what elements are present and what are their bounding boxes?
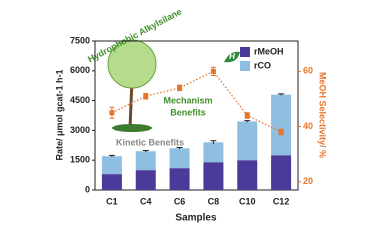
selectivity-point: [109, 110, 115, 116]
legend-swatch: [240, 47, 250, 57]
bar-segment: [135, 170, 156, 190]
bar-segment: [271, 94, 292, 156]
error-bar: [142, 149, 149, 153]
legend-swatch: [240, 61, 250, 71]
y-tick-label: 0: [85, 184, 90, 194]
bar-segment: [101, 156, 122, 175]
y-tick-label: 6000: [70, 65, 90, 75]
bar-segment: [101, 174, 122, 190]
mechanism-annotation: Mechanism: [163, 95, 212, 105]
y-tick-label: 4500: [70, 95, 90, 105]
bar-segment: [135, 151, 156, 171]
y2-axis-title: MeOH Selectivity/ %: [318, 72, 328, 158]
y-tick-label: 7500: [70, 35, 90, 45]
selectivity-point: [278, 129, 284, 135]
bar-segment: [237, 121, 258, 161]
bar-segment: [169, 148, 190, 169]
error-bar: [108, 154, 115, 158]
x-tick-label: C1: [106, 196, 118, 206]
y2-tick-label: 60: [303, 66, 313, 76]
y-axis-title: Rate/ μmol gcat-1 h-1: [54, 69, 64, 160]
tree-illustration: [107, 39, 240, 132]
x-tick-label: C6: [174, 196, 186, 206]
bar-segment: [203, 162, 224, 190]
selectivity-point: [177, 85, 183, 91]
leaf-annotation: H: [229, 52, 235, 61]
x-axis-title: Samples: [175, 213, 217, 224]
y-tick-label: 1500: [70, 155, 90, 165]
error-bar: [176, 146, 183, 150]
bar-segment: [271, 155, 292, 190]
mechanism-annotation: Benefits: [170, 107, 206, 117]
x-tick-label: C4: [140, 196, 152, 206]
selectivity-point: [210, 68, 216, 74]
y2-tick-label: 20: [303, 176, 313, 186]
error-bar: [244, 120, 251, 123]
y2-tick-label: 40: [303, 121, 313, 131]
plot-frame: [94, 40, 299, 191]
y-tick-label: 3000: [70, 125, 90, 135]
bar-segment: [237, 160, 258, 190]
bar-segment: [169, 168, 190, 190]
legend-label: rCO: [254, 60, 271, 70]
selectivity-point: [244, 113, 250, 118]
error-bar: [210, 140, 217, 144]
selectivity-point: [143, 93, 149, 99]
bar-segment: [203, 142, 224, 163]
x-tick-label: C8: [208, 196, 220, 206]
chart: Hydrophobic Alkylsilane H Mechanism Bene…: [54, 6, 328, 224]
kinetic-annotation: Kinetic Benefits: [116, 137, 184, 147]
selectivity-line: [111, 70, 282, 133]
x-tick-label: C10: [239, 196, 256, 206]
legend-label: rMeOH: [254, 46, 284, 56]
error-bar: [278, 93, 285, 96]
x-tick-label: C12: [273, 196, 290, 206]
